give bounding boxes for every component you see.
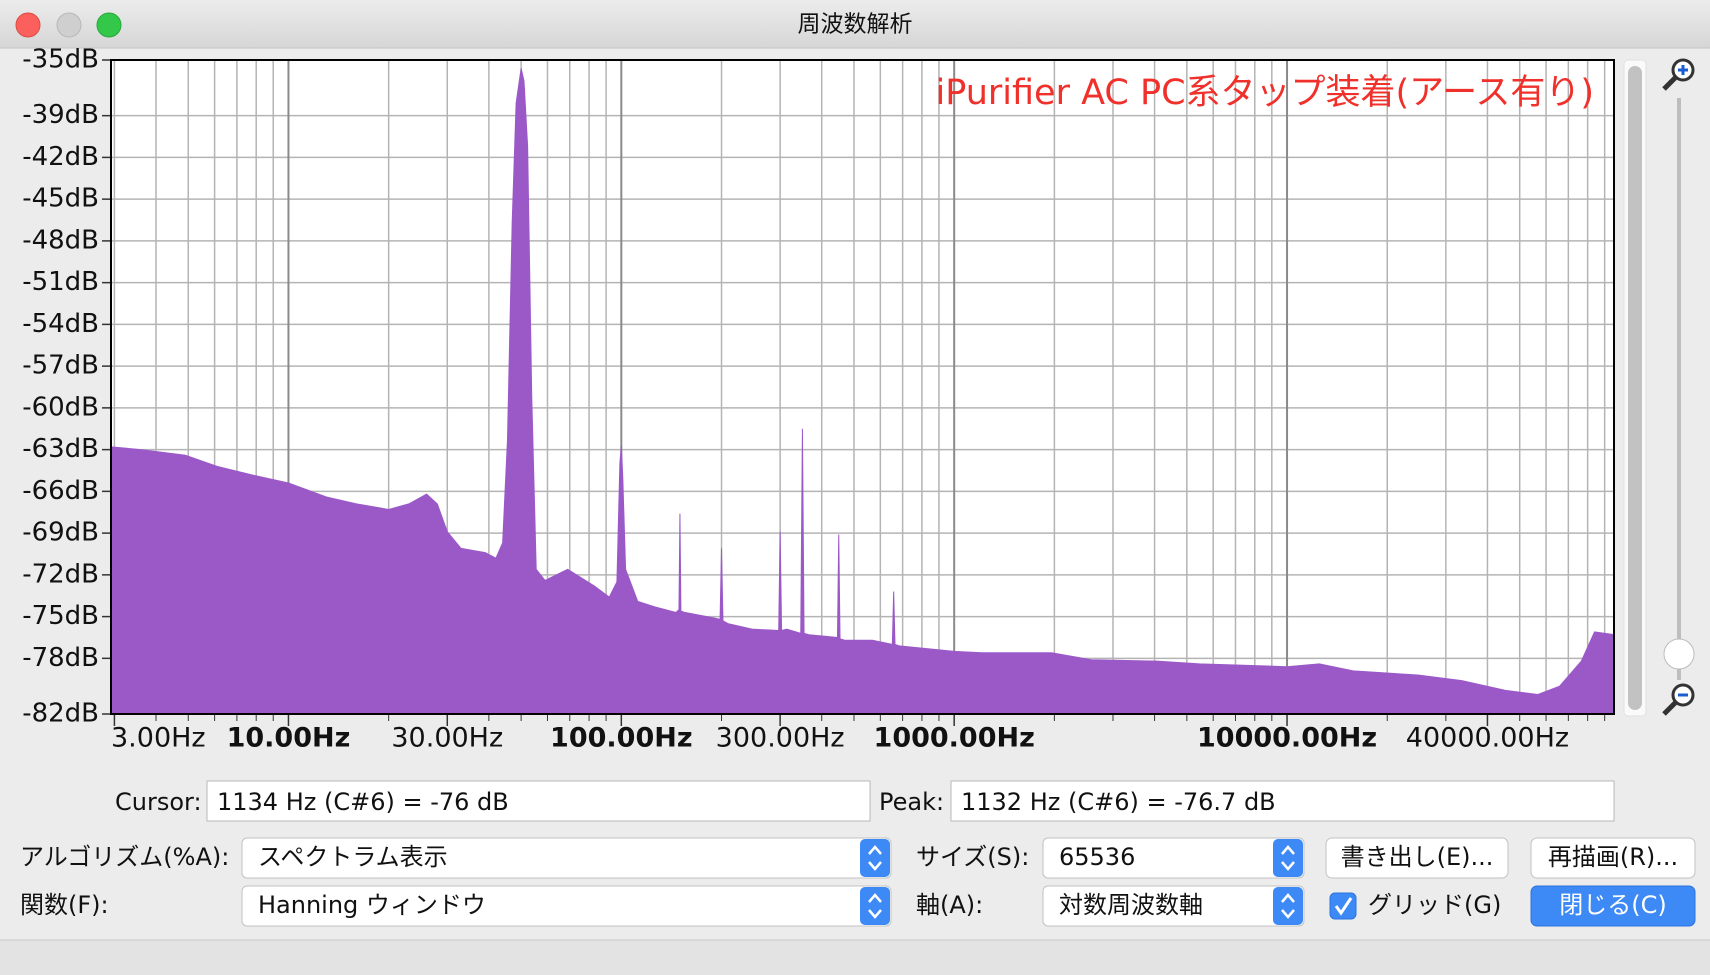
peak-field[interactable]: [950, 780, 1615, 822]
size-select-value: 65536: [1059, 843, 1135, 871]
x-tick-label: 40000.00Hz: [1406, 723, 1569, 754]
algorithm-select-arrows: [868, 845, 882, 871]
function-select-arrows: [868, 893, 882, 919]
cursor-label: Cursor:: [115, 788, 202, 816]
zoom-in-icon[interactable]: [1662, 58, 1695, 91]
algorithm-label: アルゴリズム(%A):: [20, 843, 229, 871]
grid-label: グリッド(G): [1368, 891, 1501, 919]
x-tick-label: 300.00Hz: [716, 723, 845, 754]
size-select-arrows: [1281, 845, 1295, 871]
export-button[interactable]: [1325, 837, 1509, 879]
plot-area: [111, 60, 1614, 714]
title-bar: [0, 0, 1710, 48]
zoom-out-icon[interactable]: [1662, 683, 1695, 716]
y-tick-label: -63dB: [22, 434, 99, 464]
x-tick-label: 10.00Hz: [227, 723, 351, 754]
peak-label: Peak:: [879, 788, 944, 816]
size-select[interactable]: [1042, 837, 1305, 879]
y-tick-label: -57dB: [22, 351, 99, 381]
size-select-stepper[interactable]: [1273, 839, 1303, 877]
replot-button[interactable]: [1530, 837, 1696, 879]
plot-frame: [110, 59, 1615, 715]
cursor-value: 1134 Hz (C#6) = -76 dB: [217, 788, 509, 816]
axis-label: 軸(A):: [916, 891, 983, 919]
y-tick-label: -69dB: [22, 518, 99, 548]
y-tick-label: -78dB: [22, 643, 99, 673]
y-tick-label: -82dB: [22, 699, 99, 729]
status-bar: [0, 940, 1710, 975]
controls: アルゴリズム(%A): スペクトラム表示 サイズ(S): 65536 書き出し(E)..…: [20, 837, 1696, 927]
x-tick-label: 10000.00Hz: [1197, 723, 1377, 754]
spectrum-area: [111, 68, 1614, 714]
scrollbar-thumb[interactable]: [1628, 66, 1642, 710]
x-tick-label: 30.00Hz: [391, 723, 503, 754]
y-tick-label: -66dB: [22, 476, 99, 506]
close-button[interactable]: [1530, 885, 1696, 927]
x-tick-label: 1000.00Hz: [874, 723, 1035, 754]
peak-value: 1132 Hz (C#6) = -76.7 dB: [961, 788, 1276, 816]
y-tick-label: -54dB: [22, 309, 99, 339]
algorithm-select-value: スペクトラム表示: [258, 843, 448, 871]
x-tick-label: 100.00Hz: [550, 723, 693, 754]
y-tick-label: -48dB: [22, 225, 99, 255]
axis-select[interactable]: [1042, 885, 1305, 927]
export-button-label: 書き出し(E)...: [1341, 843, 1494, 871]
algorithm-select-stepper[interactable]: [860, 839, 890, 877]
zoom-light[interactable]: [96, 12, 122, 38]
function-select[interactable]: [241, 885, 892, 927]
grid-checkbox[interactable]: [1329, 892, 1357, 920]
close-light[interactable]: [15, 12, 41, 38]
annotation: iPurifier AC PC系タップ装着(アース有り): [935, 73, 1594, 113]
axes: -35dB -39dB -42dB -45dB -48dB -51dB -54dB -57dB…: [22, 45, 1606, 754]
y-tick-label: -72dB: [22, 559, 99, 589]
function-select-stepper[interactable]: [860, 887, 890, 925]
replot-button-label: 再描画(R)...: [1548, 843, 1678, 871]
y-tick-label: -51dB: [22, 267, 99, 297]
axis-select-arrows: [1281, 893, 1295, 919]
algorithm-select[interactable]: [241, 837, 892, 879]
y-tick-label: -45dB: [22, 184, 99, 214]
function-label: 関数(F):: [20, 891, 109, 919]
window-title: 周波数解析: [798, 12, 913, 38]
y-tick-label: -75dB: [22, 601, 99, 631]
zoom-slider-handle[interactable]: [1663, 638, 1695, 670]
close-button-label: 閉じる(C): [1559, 891, 1666, 919]
cursor-field[interactable]: [206, 780, 871, 822]
grid-checkmark: [1334, 897, 1353, 916]
axis-select-stepper[interactable]: [1273, 887, 1303, 925]
y-tick-label: -35dB: [22, 45, 99, 75]
axis-select-value: 対数周波数軸: [1059, 891, 1203, 919]
y-tick-label: -39dB: [22, 100, 99, 130]
function-select-value: Hanning ウィンドウ: [258, 891, 486, 919]
size-label: サイズ(S):: [916, 843, 1029, 871]
x-tick-label: 3.00Hz: [111, 723, 206, 754]
y-tick-label: -42dB: [22, 142, 99, 172]
minimize-light[interactable]: [56, 12, 82, 38]
y-tick-label: -60dB: [22, 392, 99, 422]
